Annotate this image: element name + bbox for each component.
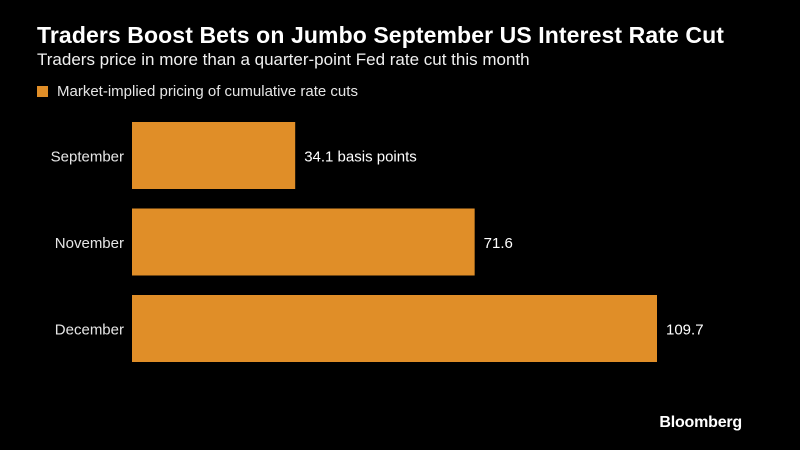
legend-label: Market-implied pricing of cumulative rat… — [57, 83, 358, 100]
category-label-december: December — [55, 322, 124, 339]
bar-november — [132, 208, 475, 276]
chart-title: Traders Boost Bets on Jumbo September US… — [37, 22, 724, 48]
data-label-november: 71.6 — [484, 235, 513, 252]
category-label-november: November — [55, 235, 124, 252]
legend-swatch — [37, 86, 48, 97]
category-label-september: September — [51, 149, 124, 166]
bloomberg-logo: Bloomberg — [659, 414, 742, 431]
legend: Market-implied pricing of cumulative rat… — [37, 83, 358, 100]
bar-september — [132, 122, 296, 189]
data-label-september: 34.1 basis points — [304, 149, 417, 166]
chart-subtitle: Traders price in more than a quarter-poi… — [37, 50, 530, 69]
data-label-december: 109.7 — [666, 322, 704, 339]
bar-december — [132, 295, 657, 362]
